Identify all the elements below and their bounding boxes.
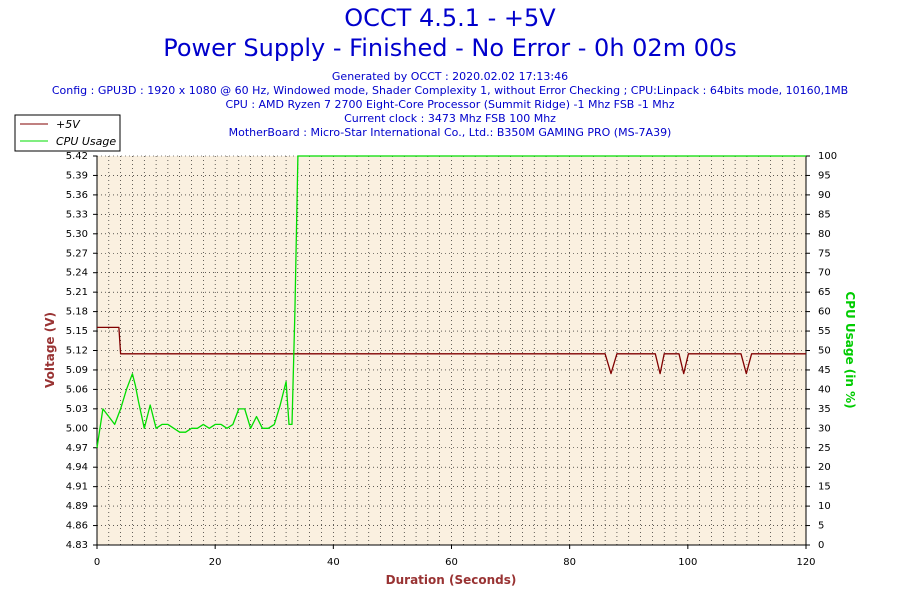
y-left-tick-label: 5.27 (66, 248, 88, 259)
series-line-cpu-usage (96, 155, 806, 448)
y-left-tick-label: 4.97 (66, 443, 88, 454)
y-right-tick-label: 45 (818, 365, 831, 376)
y-right-tick-label: 70 (818, 268, 831, 279)
y-right-tick-label: 35 (818, 404, 831, 415)
y-right-tick-label: 15 (818, 482, 831, 493)
y-left-tick-label: 5.30 (66, 229, 88, 240)
info-clock: Current clock : 3473 Mhz FSB 100 Mhz (344, 112, 556, 125)
legend-label-cpu: CPU Usage (56, 135, 116, 148)
y-right-ticks: 0 5 10 15 20 25 30 35 40 45 50 55 60 65 70 75 80 85 90 95 10… (806, 151, 837, 551)
y-left-tick-label: 5.39 (66, 170, 88, 181)
legend: +5V CPU Usage (14, 114, 121, 152)
y-right-tick-label: 95 (818, 170, 831, 181)
x-tick-label: 120 (796, 557, 815, 568)
y-left-tick-label: 5.15 (66, 326, 88, 337)
y-right-tick-label: 10 (818, 501, 831, 512)
x-tick-label: 40 (327, 557, 340, 568)
y-left-tick-label: 5.21 (66, 287, 88, 298)
y-left-tick-label: 5.24 (66, 268, 88, 279)
x-tick-label: 80 (563, 557, 576, 568)
series-lines (96, 155, 806, 448)
x-axis-label: Duration (Seconds) (386, 573, 517, 587)
y-right-tick-label: 0 (818, 540, 824, 551)
y-right-tick-label: 60 (818, 307, 831, 318)
y-right-tick-label: 75 (818, 248, 831, 259)
legend-label-voltage: +5V (56, 118, 81, 131)
legend-box (14, 114, 121, 152)
info-config: Config : GPU3D : 1920 x 1080 @ 60 Hz, Wi… (51, 84, 849, 97)
chart-subtitle: Power Supply - Finished - No Error - 0h … (163, 34, 737, 62)
y-left-tick-label: 5.33 (66, 209, 88, 220)
y-left-tick-label: 5.18 (66, 307, 88, 318)
y-left-tick-label: 4.91 (66, 482, 88, 493)
y-left-tick-label: 5.09 (66, 365, 88, 376)
x-ticks: 0 20 40 60 80 100 120 (94, 545, 816, 568)
y-left-tick-label: 5.03 (66, 404, 88, 415)
y-left-tick-label: 5.42 (66, 151, 88, 162)
y-right-tick-label: 65 (818, 287, 831, 298)
y-right-tick-label: 50 (818, 346, 831, 357)
y-right-tick-label: 40 (818, 384, 831, 395)
y-right-tick-label: 90 (818, 190, 831, 201)
info-generated: Generated by OCCT : 2020.02.02 17:13:46 (331, 70, 569, 83)
y-left-tick-label: 4.89 (66, 501, 88, 512)
x-tick-label: 60 (445, 557, 458, 568)
chart-title: OCCT 4.5.1 - +5V (344, 4, 556, 32)
series-line-voltage (97, 326, 806, 375)
y-left-tick-label: 4.94 (66, 462, 88, 473)
x-tick-label: 0 (94, 557, 100, 568)
y-left-tick-label: 4.86 (66, 521, 88, 532)
grid-lines (96, 155, 807, 546)
y-right-tick-label: 55 (818, 326, 831, 337)
y-left-tick-label: 5.12 (66, 346, 88, 357)
info-cpu: CPU : AMD Ryzen 7 2700 Eight-Core Proces… (225, 98, 675, 111)
y-right-tick-label: 20 (818, 462, 831, 473)
y-left-ticks: 4.83 4.86 4.89 4.91 4.94 4.97 5.00 5.03 5.06 5.09… (66, 151, 97, 551)
plot-area (97, 156, 806, 545)
y-right-tick-label: 5 (818, 521, 824, 532)
y-left-tick-label: 5.36 (66, 190, 88, 201)
x-tick-label: 100 (678, 557, 697, 568)
y-left-tick-label: 4.83 (66, 540, 88, 551)
y-right-tick-label: 25 (818, 443, 831, 454)
y-right-axis-label: CPU Usage (in %) (843, 291, 857, 408)
y-left-tick-label: 5.06 (66, 384, 88, 395)
y-right-tick-label: 85 (818, 209, 831, 220)
y-left-tick-label: 5.00 (66, 423, 88, 434)
y-left-axis-label: Voltage (V) (43, 312, 57, 388)
info-motherboard: MotherBoard : Micro-Star International C… (228, 126, 672, 139)
x-tick-label: 20 (209, 557, 222, 568)
y-right-tick-label: 100 (818, 151, 837, 162)
y-right-tick-label: 30 (818, 423, 831, 434)
y-right-tick-label: 80 (818, 229, 831, 240)
